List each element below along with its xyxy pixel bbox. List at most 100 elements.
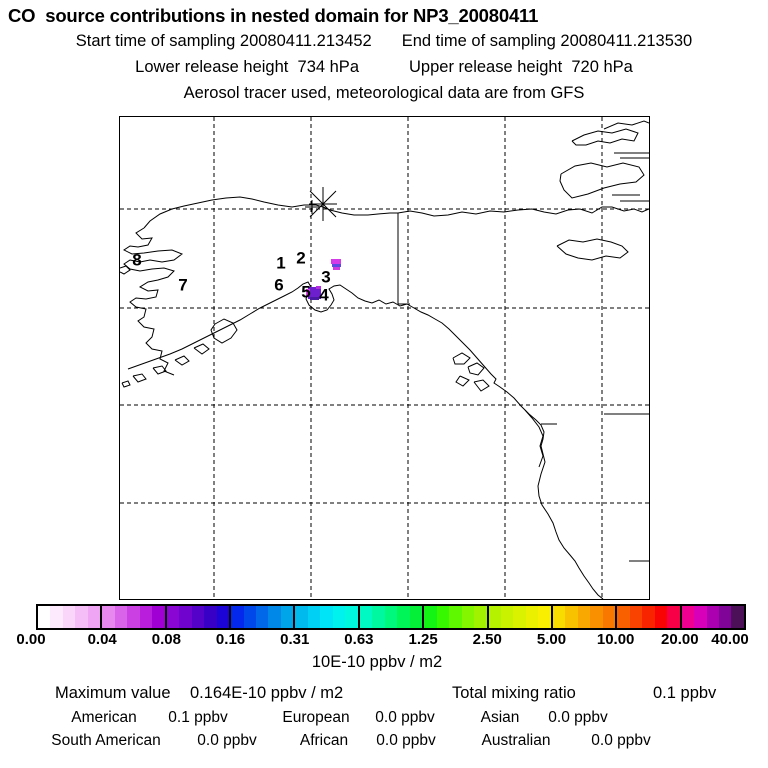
coastline xyxy=(143,196,649,229)
colorbar-ticks: 0.00 0.04 0.08 0.16 0.31 0.63 1.25 2.50 5.00 10.0… xyxy=(0,631,768,650)
colorbar-cell xyxy=(204,606,217,628)
contribution-value: 0.0 ppbv xyxy=(375,709,435,726)
colorbar-segment xyxy=(102,606,167,628)
colorbar-cell xyxy=(731,606,744,628)
colorbar-segment xyxy=(295,606,360,628)
colorbar-cell xyxy=(191,606,205,628)
colorbar-cell xyxy=(449,606,462,628)
colorbar-cell xyxy=(719,606,732,628)
colorbar-cell xyxy=(654,606,668,628)
contribution-label: African xyxy=(299,732,349,749)
coastline xyxy=(121,380,131,388)
colorbar-cell xyxy=(513,606,526,628)
colorbar-segment xyxy=(424,606,489,628)
colorbar-cell xyxy=(320,606,333,628)
coastline xyxy=(193,343,210,355)
colorbar-tick-label: 20.00 xyxy=(661,631,699,648)
colorbar-cell xyxy=(488,606,501,628)
colorbar-cell xyxy=(359,606,373,628)
colorbar-cell xyxy=(436,606,450,628)
max-value: 0.164E-10 ppbv / m2 xyxy=(190,684,344,702)
colorbar xyxy=(36,604,746,630)
colorbar-cell xyxy=(268,606,281,628)
colorbar-cell xyxy=(384,606,398,628)
coastline xyxy=(152,365,167,375)
colorbar-cell xyxy=(280,606,294,628)
coastline xyxy=(559,162,645,199)
coastline xyxy=(132,373,147,383)
upper-release-text: Upper release height 720 hPa xyxy=(409,58,633,76)
colorbar-tick-label: 1.25 xyxy=(408,631,438,648)
colorbar-cell xyxy=(50,606,63,628)
colorbar-cell xyxy=(243,606,257,628)
colorbar-tick-label: 2.50 xyxy=(472,631,502,648)
coastline xyxy=(123,227,184,376)
colorbar-cell xyxy=(87,606,101,628)
colorbar-tick-label: 0.16 xyxy=(215,631,246,648)
lower-release-text: Lower release height 734 hPa xyxy=(135,58,359,76)
colorbar-tick-label: 0.63 xyxy=(344,631,374,648)
contribution-row-2: South American 0.0 ppbv African 0.0 ppbv… xyxy=(0,732,768,749)
colorbar-cell xyxy=(166,606,180,628)
colorbar-cell xyxy=(256,606,269,628)
coastline xyxy=(452,352,471,365)
colorbar-cell xyxy=(127,606,140,628)
colorbar-cell xyxy=(332,606,346,628)
release-point-label: 2 xyxy=(296,249,305,268)
colorbar-segment xyxy=(681,606,744,628)
colorbar-cell xyxy=(139,606,153,628)
colorbar-tick-label: 40.00 xyxy=(711,631,749,648)
colorbar-segment xyxy=(231,606,296,628)
colorbar-segment xyxy=(166,606,232,628)
colorbar-cell xyxy=(372,606,385,628)
end-time-text: End time of sampling 20080411.213530 xyxy=(401,32,693,50)
contribution-label: Australian xyxy=(481,732,551,749)
coastline xyxy=(127,281,604,599)
colorbar-cell xyxy=(38,606,51,628)
plume-pixels xyxy=(331,259,341,264)
colorbar-cell xyxy=(577,606,591,628)
colorbar-cell xyxy=(667,606,680,628)
colorbar-cell xyxy=(694,606,707,628)
colorbar-cell xyxy=(525,606,539,628)
tracer-note-line: Aerosol tracer used, meteorological data… xyxy=(0,84,768,103)
colorbar-cell xyxy=(62,606,76,628)
plume-pixels xyxy=(310,297,319,300)
coastline xyxy=(473,379,490,392)
page-title: CO source contributions in nested domain… xyxy=(8,5,539,26)
total-mixing-ratio-label: Total mixing ratio xyxy=(452,684,576,702)
release-point-label: 1 xyxy=(276,254,285,273)
coastline xyxy=(556,238,629,261)
release-point-label: 5 xyxy=(301,283,310,302)
colorbar-cell xyxy=(642,606,655,628)
colorbar-cell xyxy=(590,606,603,628)
colorbar-cell xyxy=(216,606,230,628)
plume-pixels xyxy=(316,286,321,289)
colorbar-cell xyxy=(424,606,437,628)
colorbar-cell xyxy=(179,606,192,628)
colorbar-cell xyxy=(295,606,308,628)
max-value-label: Maximum value xyxy=(55,684,171,702)
colorbar-cell xyxy=(75,606,88,628)
coastline xyxy=(603,120,649,130)
colorbar-cell xyxy=(706,606,719,628)
colorbar-segment xyxy=(38,606,103,628)
colorbar-unit-label: 10E-10 ppbv / m2 xyxy=(311,653,443,671)
colorbar-tick-label: 0.08 xyxy=(151,631,181,648)
colorbar-cell xyxy=(681,606,695,628)
release-point-label: 4 xyxy=(319,286,329,305)
contribution-value: 0.0 ppbv xyxy=(376,732,436,749)
colorbar-cell xyxy=(345,606,358,628)
start-time-text: Start time of sampling 20080411.213452 xyxy=(75,32,372,50)
release-heights-line: Lower release height 734 hPa Upper relea… xyxy=(0,58,768,77)
contribution-label: Asian xyxy=(480,709,520,726)
stats-line: Maximum value 0.164E-10 ppbv / m2 Total … xyxy=(0,684,768,702)
colorbar-cell xyxy=(102,606,115,628)
plume-pixels xyxy=(308,287,321,299)
colorbar-cell xyxy=(538,606,551,628)
release-point-label: 6 xyxy=(274,276,283,295)
colorbar-segment xyxy=(617,606,682,628)
contribution-value: 0.0 ppbv xyxy=(591,732,651,749)
